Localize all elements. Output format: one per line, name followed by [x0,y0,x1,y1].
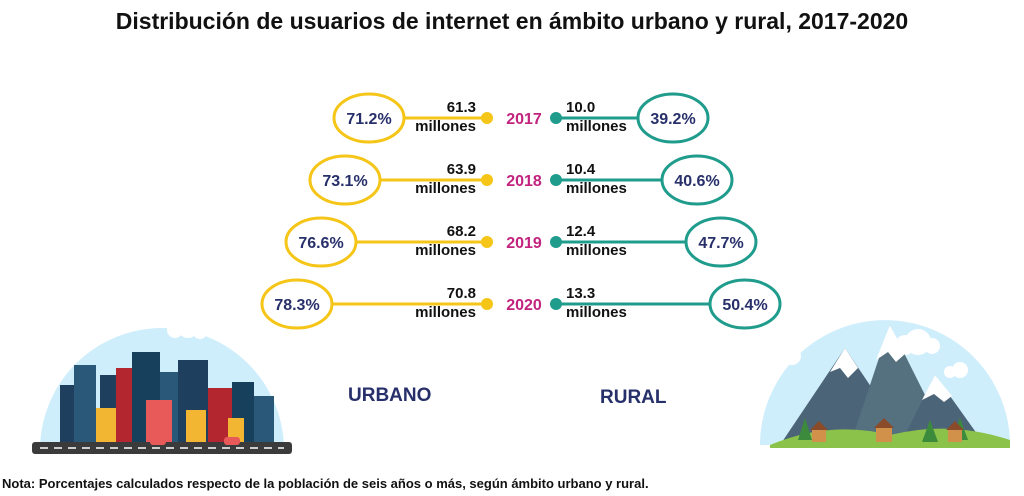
urban-pct-2018: 73.1% [322,173,367,190]
year-2020: 2020 [506,297,542,314]
year-2019: 2019 [506,235,542,252]
urban-pct-2019: 76.6% [298,235,343,252]
rural-value-2017: 10.0 [566,99,595,116]
urban-value-2020: 70.8 [447,285,476,302]
rural-unit-2018: millones [566,180,627,197]
urban-unit-2018: millones [415,180,476,197]
rural-dot-2019 [550,236,562,248]
urban-pct-ellipse-2019 [284,216,358,268]
urban-pct-ellipse-2020 [260,278,334,330]
urban-pct-2020: 78.3% [274,297,319,314]
urban-value-2017: 61.3 [447,99,476,116]
urban-pct-ellipse-2018 [308,154,382,206]
urban-pct-ellipse-2017 [332,92,406,144]
urban-dot-2020 [481,298,493,310]
rural-series-label: RURAL [600,387,667,408]
rural-value-2020: 13.3 [566,285,595,302]
urban-unit-2019: millones [415,242,476,259]
rural-pct-2017: 39.2% [650,111,695,128]
rural-pct-ellipse-2018 [660,154,734,206]
footnote: Nota: Porcentajes calculados respecto de… [2,476,649,491]
urban-dot-2018 [481,174,493,186]
urban-series-label: URBANO [348,385,432,406]
rural-dot-2017 [550,112,562,124]
rural-unit-2019: millones [566,242,627,259]
urban-unit-2020: millones [415,304,476,321]
rural-pct-2019: 47.7% [698,235,743,252]
urban-dot-2019 [481,236,493,248]
rural-pct-2018: 40.6% [674,173,719,190]
city-illustration [32,318,292,454]
urban-value-2018: 63.9 [447,161,476,178]
rural-value-2018: 10.4 [566,161,596,178]
year-2017: 2017 [506,111,542,128]
chart-title: Distribución de usuarios de internet en … [115,8,909,34]
rural-dot-2020 [550,298,562,310]
rural-pct-2020: 50.4% [722,297,767,314]
urban-value-2019: 68.2 [447,223,476,240]
rural-pct-ellipse-2020 [708,278,782,330]
data-rows: 71.2% 61.3 millones 2017 39.2% 10.0 millones 73… [260,92,782,330]
urban-unit-2017: millones [415,118,476,135]
year-2018: 2018 [506,173,542,190]
rural-unit-2020: millones [566,304,627,321]
rural-dot-2018 [550,174,562,186]
rural-value-2019: 12.4 [566,223,596,240]
rural-pct-ellipse-2017 [636,92,710,144]
rural-pct-ellipse-2019 [684,216,758,268]
mountain-illustration [760,320,1010,448]
urban-pct-2017: 71.2% [346,111,391,128]
urban-dot-2017 [481,112,493,124]
rural-unit-2017: millones [566,118,627,135]
